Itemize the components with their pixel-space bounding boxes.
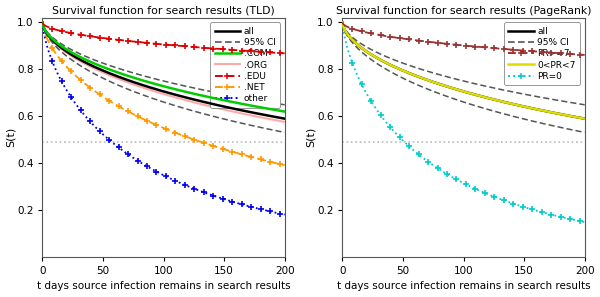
Title: Survival function for search results (PageRank): Survival function for search results (Pa… [336, 6, 592, 15]
Legend: all, 95% CI, .COM, .ORG, .EDU, .NET, other: all, 95% CI, .COM, .ORG, .EDU, .NET, oth… [211, 22, 280, 108]
Title: Survival function for search results (TLD): Survival function for search results (TL… [52, 6, 275, 15]
Y-axis label: S(t): S(t) [305, 127, 316, 147]
X-axis label: t days source infection remains in search results: t days source infection remains in searc… [337, 282, 590, 291]
Y-axis label: S(t): S(t) [5, 127, 16, 147]
X-axis label: t days source infection remains in search results: t days source infection remains in searc… [37, 282, 290, 291]
Legend: all, 95% CI, PR>=7, 0<PR<7, PR=0: all, 95% CI, PR>=7, 0<PR<7, PR=0 [504, 22, 580, 85]
